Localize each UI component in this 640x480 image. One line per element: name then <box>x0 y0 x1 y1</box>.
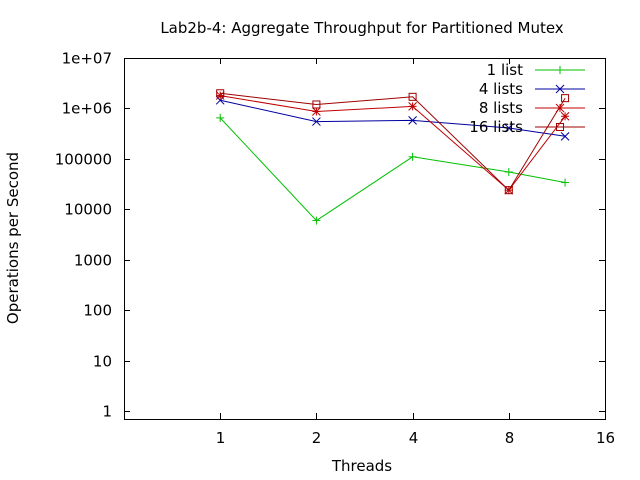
y-tick-label: 100000 <box>55 151 112 169</box>
data-point-8-lists <box>215 91 225 100</box>
marker-stroke <box>561 94 570 103</box>
data-point-8-lists <box>312 107 321 116</box>
data-point-16-lists <box>561 94 570 103</box>
data-point-8-lists <box>408 102 417 111</box>
data-point-1-list <box>312 216 321 225</box>
y-tick-label: 1000 <box>74 252 112 270</box>
y-axis-ticks: 1 10 100 1000 10000 100000 1e+06 1e+07 <box>55 50 605 421</box>
marker-stroke <box>312 100 321 109</box>
data-point-4-lists <box>312 117 321 126</box>
data-point-16-lists <box>216 89 225 98</box>
legend-marker-1-list <box>556 66 564 74</box>
marker-stroke <box>560 111 570 121</box>
y-tick-label: 10000 <box>64 201 112 219</box>
data-point-16-lists <box>408 92 417 101</box>
data-point-4-lists <box>504 123 514 133</box>
data-point-4-lists <box>408 116 417 125</box>
x-tick-label: 4 <box>409 429 419 447</box>
y-tick-label: 1e+06 <box>62 100 112 118</box>
data-point-1-list <box>408 152 417 161</box>
marker-stroke <box>312 107 321 116</box>
x-tick-label: 16 <box>596 429 615 447</box>
marker-stroke <box>408 92 417 101</box>
legend-marker-16-lists <box>556 123 564 131</box>
marker-stroke <box>312 117 321 126</box>
marker-stroke <box>555 84 565 94</box>
legend-label-8-lists: 8 lists <box>479 99 523 117</box>
marker-stroke <box>216 89 225 98</box>
y-tick-label: 100 <box>83 302 112 320</box>
legend-label-4-lists: 4 lists <box>479 80 523 98</box>
data-point-1-list <box>561 178 570 187</box>
data-point-1-list <box>216 113 225 122</box>
x-tick-label: 8 <box>505 429 515 447</box>
series-layer <box>215 89 570 225</box>
marker-stroke <box>556 123 564 131</box>
data-point-16-lists <box>504 186 513 195</box>
marker-stroke <box>215 91 225 100</box>
marker-stroke <box>555 103 565 113</box>
marker-stroke <box>408 102 417 111</box>
y-tick-label: 10 <box>93 353 112 371</box>
data-point-1-list <box>504 168 513 177</box>
legend-marker-8-lists <box>555 103 565 113</box>
x-axis-label: Threads <box>331 457 392 475</box>
chart-title: Lab2b-4: Aggregate Throughput for Partit… <box>160 19 563 37</box>
y-axis-label: Operations per Second <box>4 152 22 324</box>
y-tick-label: 1e+07 <box>62 50 112 68</box>
marker-stroke <box>504 123 514 133</box>
x-tick-label: 1 <box>216 429 226 447</box>
x-tick-label: 2 <box>312 429 322 447</box>
data-point-4-lists <box>560 131 570 141</box>
y-tick-label: 1 <box>102 403 112 421</box>
series-line-16-lists <box>220 92 566 191</box>
data-point-8-lists <box>560 111 570 121</box>
marker-stroke <box>560 131 570 141</box>
x-axis-ticks: 1 2 4 8 16 <box>216 58 615 447</box>
plot-frame <box>124 58 606 420</box>
marker-stroke <box>408 116 417 125</box>
data-point-16-lists <box>312 100 321 109</box>
legend-label-1-list: 1 list <box>487 61 523 79</box>
marker-stroke <box>504 186 513 195</box>
legend-label-16-lists: 16 lists <box>469 118 523 136</box>
legend-marker-4-lists <box>555 84 565 94</box>
